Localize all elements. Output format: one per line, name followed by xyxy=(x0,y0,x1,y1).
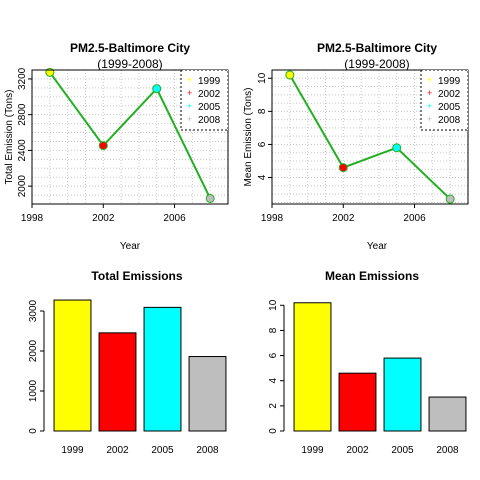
x-tick-label: 2006 xyxy=(163,213,186,224)
x-tick-label: 1998 xyxy=(21,213,44,224)
data-point-2008 xyxy=(445,194,455,204)
plot-frame xyxy=(31,69,229,205)
x-tick-label: 2005 xyxy=(151,445,174,456)
data-point-2002 xyxy=(98,141,108,151)
x-tick-label: 2002 xyxy=(346,445,369,456)
x-axis: 1998 2002 2006 xyxy=(21,204,186,224)
y-axis: 0 1000 2000 3000 xyxy=(28,299,45,434)
x-axis: 1998 2002 2006 xyxy=(261,204,426,224)
legend-label-2008: 2008 xyxy=(438,115,461,126)
chart-subtitle: (1999-2008) xyxy=(344,57,409,71)
y-tick-label: 2000 xyxy=(17,175,28,198)
x-tick-label: 2008 xyxy=(196,445,219,456)
panel-total-line: +1999 + 2002 + 2005 + 2008 PM2.5-Baltimore Cit… xyxy=(4,41,229,252)
data-point-1999 xyxy=(285,70,295,80)
legend-marker-2002: + xyxy=(427,88,432,98)
series-line xyxy=(49,71,212,199)
data-point-2005 xyxy=(392,143,402,153)
legend-label-2005: 2005 xyxy=(438,102,461,113)
y-tick-label: 1000 xyxy=(28,379,39,402)
bar-2005 xyxy=(383,357,422,432)
y-tick-label: 2000 xyxy=(28,339,39,362)
y-tick-label: 8 xyxy=(268,327,279,333)
y-tick-label: 8 xyxy=(257,108,268,114)
chart-title: Total Emissions xyxy=(91,269,182,283)
data-point-2008 xyxy=(205,193,215,203)
legend-label-2002: 2002 xyxy=(438,89,461,100)
legend-marker-2005: + xyxy=(427,101,432,111)
panel-mean-bar: Mean Emissions 1999 2002 2005 2008 0 2 4 6 8 10 xyxy=(268,269,467,456)
y-tick-label: 3000 xyxy=(28,299,39,322)
legend-marker-2005: + xyxy=(187,101,192,111)
x-tick-label: 2002 xyxy=(92,213,115,224)
x-tick-label: 1998 xyxy=(261,213,284,224)
x-axis-label: Year xyxy=(367,241,388,252)
y-tick-label: 4 xyxy=(257,174,268,180)
chart-title: Mean Emissions xyxy=(325,269,419,283)
data-point-2005 xyxy=(152,84,162,94)
y-axis: 0 2 4 6 8 10 xyxy=(268,299,285,434)
legend-box xyxy=(420,69,469,131)
y-axis-label: Total Emission (Tons) xyxy=(4,89,15,184)
legend: +1999 + 2002 + 2005 + 2008 xyxy=(180,69,229,131)
y-axis: 4 6 8 10 xyxy=(257,72,272,180)
plot-points xyxy=(285,70,455,204)
y-tick-label: 6 xyxy=(257,141,268,147)
chart-subtitle: (1999-2008) xyxy=(97,57,162,71)
y-tick-label: 6 xyxy=(268,352,279,358)
bar-2005 xyxy=(143,306,182,432)
x-tick-label: 2006 xyxy=(403,213,426,224)
y-axis: 2000 2400 2800 3200 xyxy=(17,67,32,197)
bars xyxy=(53,299,227,432)
y-tick-label: 0 xyxy=(28,428,39,434)
x-tick-label: 2002 xyxy=(106,445,129,456)
y-tick-label: 2800 xyxy=(17,103,28,126)
plot-lines xyxy=(49,71,212,199)
x-tick-label: 2002 xyxy=(332,213,355,224)
data-point-2002 xyxy=(338,163,348,173)
chart-title: PM2.5-Baltimore City xyxy=(70,41,190,55)
x-axis: 1999 2002 2005 2008 xyxy=(301,445,459,456)
legend-marker-2002: + xyxy=(187,88,192,98)
plot-frame xyxy=(271,69,469,205)
series-line xyxy=(288,74,451,200)
legend: +1999 + 2002 + 2005 + 2008 xyxy=(420,69,469,131)
legend-marker-1999: + xyxy=(187,75,192,85)
bar-2008 xyxy=(188,356,227,432)
legend-label-1999: 1999 xyxy=(438,76,461,87)
legend-marker-1999: + xyxy=(427,75,432,85)
x-tick-label: 2005 xyxy=(391,445,414,456)
legend-marker-2008: + xyxy=(187,114,192,124)
bar-1999 xyxy=(293,302,332,432)
y-axis-label: Mean Emission (Tons) xyxy=(243,88,254,187)
chart-title: PM2.5-Baltimore City xyxy=(317,41,437,55)
x-tick-label: 1999 xyxy=(301,445,324,456)
legend-label-2002: 2002 xyxy=(198,89,221,100)
y-tick-label: 2400 xyxy=(17,139,28,162)
panel-total-bar: Total Emissions 1999 2002 2005 2008 0 1000 20… xyxy=(28,269,227,456)
panel-mean-line: +1999 + 2002 + 2005 + 2008 PM2.5-Baltimore Cit… xyxy=(243,41,469,252)
y-tick-label: 10 xyxy=(257,72,268,84)
x-tick-label: 2008 xyxy=(436,445,459,456)
bar-1999 xyxy=(53,299,92,432)
bar-2002 xyxy=(338,372,377,432)
y-tick-label: 4 xyxy=(268,377,279,383)
y-tick-label: 0 xyxy=(268,428,279,434)
bar-2008 xyxy=(428,396,467,432)
y-tick-label: 2 xyxy=(268,403,279,409)
legend-marker-2008: + xyxy=(427,114,432,124)
legend-label-2008: 2008 xyxy=(198,115,221,126)
x-tick-label: 1999 xyxy=(61,445,84,456)
y-tick-label: 10 xyxy=(268,299,279,311)
legend-label-1999: 1999 xyxy=(198,76,221,87)
legend-label-2005: 2005 xyxy=(198,102,221,113)
bars xyxy=(293,302,467,432)
bar-2002 xyxy=(98,332,137,432)
plot-lines xyxy=(288,74,451,200)
x-axis-label: Year xyxy=(120,241,141,252)
y-tick-label: 3200 xyxy=(17,67,28,90)
legend-box xyxy=(180,69,229,131)
x-axis: 1999 2002 2005 2008 xyxy=(61,445,219,456)
